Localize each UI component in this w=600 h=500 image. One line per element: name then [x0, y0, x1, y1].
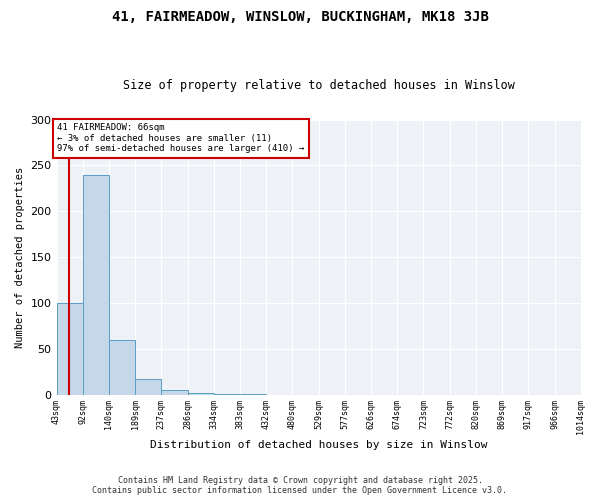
Title: Size of property relative to detached houses in Winslow: Size of property relative to detached ho…: [122, 79, 514, 92]
Text: 41, FAIRMEADOW, WINSLOW, BUCKINGHAM, MK18 3JB: 41, FAIRMEADOW, WINSLOW, BUCKINGHAM, MK1…: [112, 10, 488, 24]
Bar: [109, 340, 136, 394]
X-axis label: Distribution of detached houses by size in Winslow: Distribution of detached houses by size …: [150, 440, 487, 450]
Text: Contains HM Land Registry data © Crown copyright and database right 2025.
Contai: Contains HM Land Registry data © Crown c…: [92, 476, 508, 495]
Y-axis label: Number of detached properties: Number of detached properties: [15, 166, 25, 348]
Text: 41 FAIRMEADOW: 66sqm
← 3% of detached houses are smaller (11)
97% of semi-detach: 41 FAIRMEADOW: 66sqm ← 3% of detached ho…: [57, 123, 304, 153]
Bar: [136, 379, 161, 394]
Bar: [188, 392, 214, 394]
Bar: [161, 390, 188, 394]
Bar: [83, 174, 109, 394]
Bar: [56, 303, 83, 394]
